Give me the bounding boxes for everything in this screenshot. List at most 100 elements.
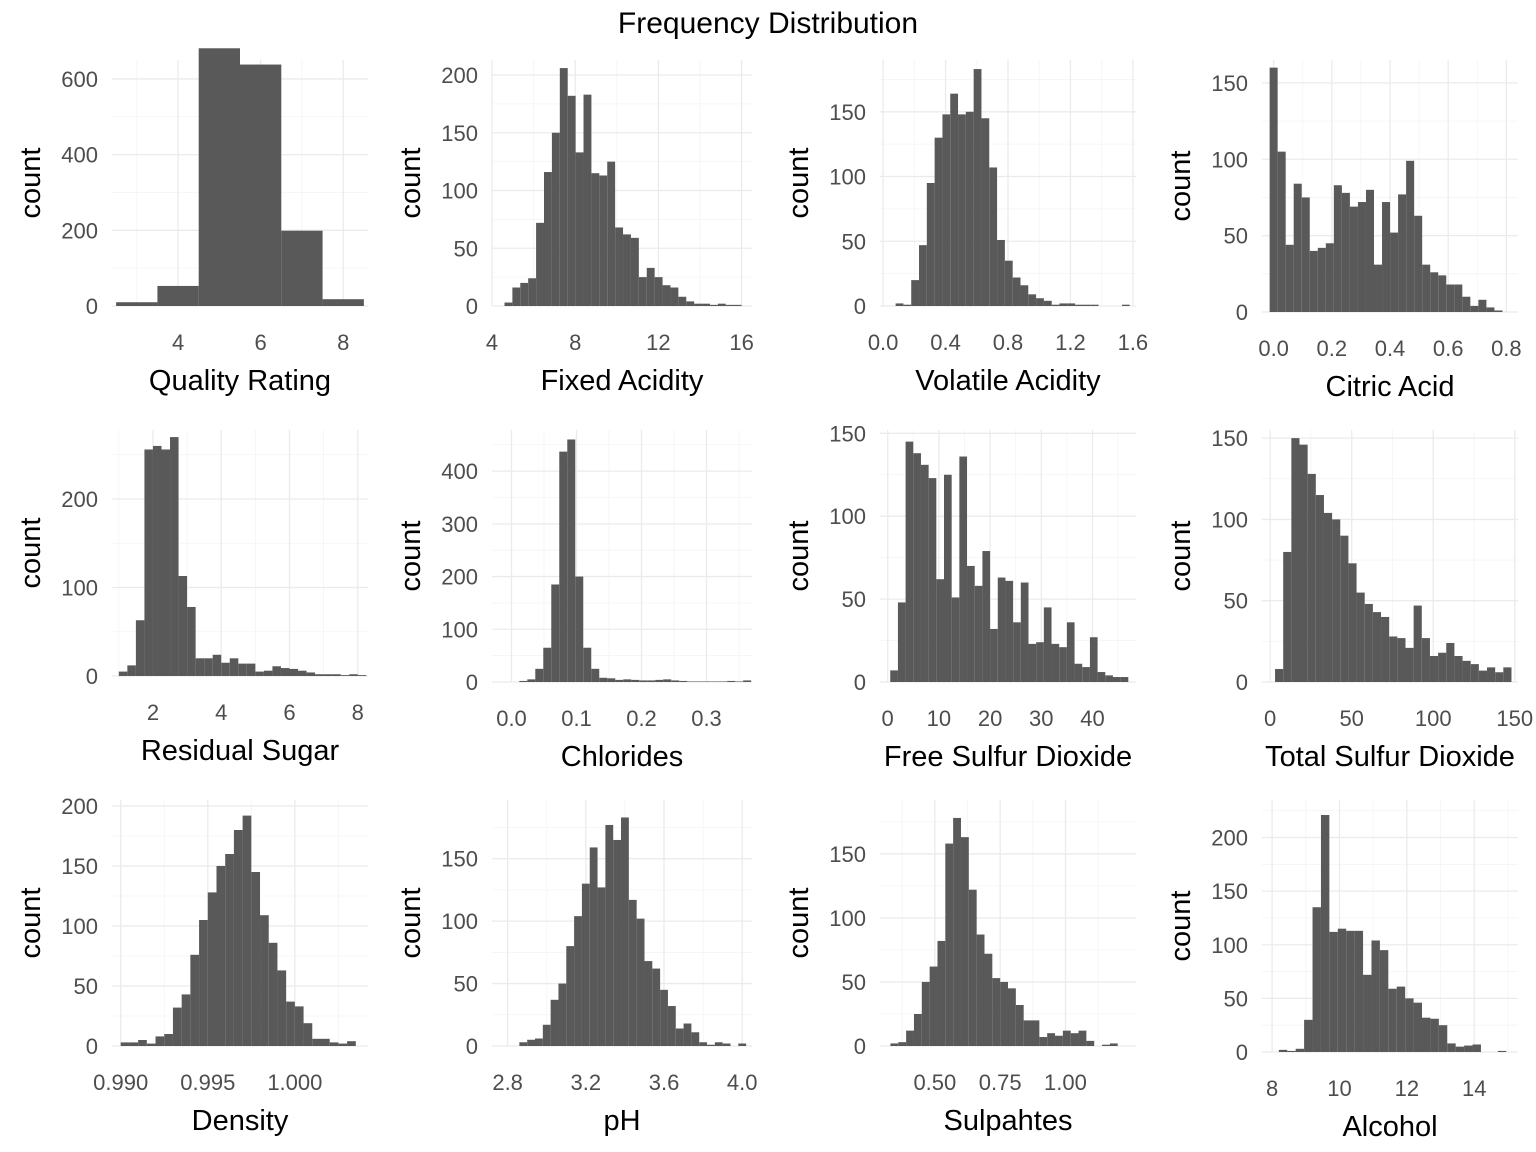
histogram-bar bbox=[1036, 642, 1044, 682]
x-tick-label: 1.00 bbox=[1044, 1070, 1087, 1095]
histogram-bar bbox=[1269, 67, 1278, 312]
histogram-bar bbox=[1430, 272, 1439, 312]
histogram-bar bbox=[687, 681, 696, 682]
histogram-bar bbox=[347, 1041, 356, 1046]
bars bbox=[890, 441, 1129, 682]
histogram-bar bbox=[116, 302, 158, 306]
histogram-bar bbox=[120, 1042, 130, 1046]
histogram-bar bbox=[679, 680, 688, 682]
histogram-bar bbox=[1070, 1033, 1079, 1046]
histogram-bar bbox=[711, 681, 720, 682]
histogram-bar bbox=[1429, 655, 1439, 682]
histogram-bar bbox=[727, 680, 736, 682]
histogram-bar bbox=[639, 680, 648, 682]
histogram-bar bbox=[1329, 931, 1338, 1052]
histogram-bar bbox=[272, 666, 281, 676]
x-tick-label: 12 bbox=[646, 330, 670, 355]
bars bbox=[504, 68, 742, 307]
histogram-bar bbox=[1454, 655, 1463, 682]
histogram-bar bbox=[719, 681, 728, 682]
histogram-bar bbox=[1374, 264, 1383, 312]
histogram-bar bbox=[743, 680, 752, 682]
y-tick-label: 50 bbox=[1224, 986, 1248, 1011]
histogram-bar bbox=[735, 681, 744, 682]
histogram-bar bbox=[1495, 672, 1504, 682]
histogram-bar bbox=[127, 665, 136, 676]
histogram-bar bbox=[1309, 250, 1318, 312]
histogram-bar bbox=[1047, 1033, 1056, 1046]
histogram-bar bbox=[1389, 636, 1398, 682]
histogram-bar bbox=[1000, 981, 1008, 1046]
histogram-bar bbox=[1438, 275, 1447, 312]
histogram-bar bbox=[591, 173, 600, 306]
histogram-bar bbox=[1121, 304, 1130, 306]
histogram-bar bbox=[263, 670, 273, 676]
histogram-bar bbox=[926, 183, 935, 306]
histogram-bar bbox=[550, 999, 559, 1046]
histogram-bar bbox=[567, 95, 576, 306]
x-tick-label: 0.2 bbox=[1317, 336, 1348, 361]
histogram-bar bbox=[1487, 667, 1496, 682]
x-tick-label: 0.2 bbox=[626, 706, 657, 731]
histogram-bar bbox=[255, 671, 264, 676]
histogram-bar bbox=[357, 675, 367, 676]
x-axis-title: Chlorides bbox=[561, 741, 684, 773]
x-axis-title: Total Sulfur Dioxide bbox=[1265, 741, 1515, 773]
histogram-bar bbox=[1357, 202, 1366, 312]
histogram-bar bbox=[1406, 160, 1415, 312]
histogram-bar bbox=[225, 854, 234, 1046]
histogram-bar bbox=[566, 946, 575, 1046]
histogram-bar bbox=[229, 658, 239, 676]
histogram-bar bbox=[1464, 1045, 1473, 1052]
histogram-bar bbox=[890, 670, 898, 682]
histogram-bar bbox=[1422, 264, 1431, 312]
histogram-bar bbox=[135, 620, 145, 676]
histogram-bar bbox=[575, 576, 584, 682]
histogram-bar bbox=[1028, 643, 1037, 682]
histogram-bar bbox=[1405, 647, 1414, 682]
histogram-sulpahtes: 0.50 0.75 1.00 0 50 100 150 Sulpahtes count bbox=[783, 800, 1136, 1137]
y-tick-label: 150 bbox=[441, 847, 478, 872]
y-tick-label: 100 bbox=[61, 576, 98, 601]
histogram-bar bbox=[1075, 304, 1083, 306]
histogram-bar bbox=[280, 668, 290, 676]
histogram-free-sulfur-dioxide: 0 10 20 30 40 0 50 100 150 Free Sulfur Dioxide cou… bbox=[783, 421, 1136, 773]
x-axis-title: Alcohol bbox=[1342, 1111, 1437, 1143]
x-tick-label: 3.6 bbox=[649, 1070, 680, 1095]
histogram-bar bbox=[1430, 1018, 1439, 1052]
histogram-bar bbox=[615, 679, 624, 682]
histogram-bar bbox=[928, 478, 937, 682]
histogram-bar bbox=[286, 1001, 295, 1046]
histogram-bar bbox=[919, 245, 927, 306]
histogram-bar bbox=[1082, 667, 1090, 682]
histogram-bar bbox=[1372, 612, 1382, 682]
bars bbox=[1269, 67, 1503, 312]
histogram-bar bbox=[1067, 303, 1076, 306]
histogram-bar bbox=[1299, 444, 1308, 682]
histogram-bar bbox=[574, 916, 582, 1046]
histogram-bar bbox=[607, 678, 616, 682]
y-axis-title: count bbox=[15, 518, 47, 589]
histogram-bar bbox=[519, 1042, 528, 1046]
histogram-bar bbox=[323, 674, 333, 676]
histogram-bar bbox=[1348, 563, 1357, 682]
histogram-bar bbox=[1120, 677, 1129, 682]
histogram-bar bbox=[1066, 622, 1075, 682]
y-tick-label: 0 bbox=[86, 294, 98, 319]
histogram-bar bbox=[312, 1038, 321, 1046]
histogram-bar bbox=[1390, 232, 1399, 312]
histogram-bar bbox=[959, 456, 968, 682]
bars bbox=[519, 439, 752, 682]
y-axis-title: count bbox=[395, 521, 427, 592]
y-tick-label: 200 bbox=[61, 218, 98, 243]
histogram-bar bbox=[527, 1039, 536, 1046]
y-tick-label: 100 bbox=[441, 617, 478, 642]
histogram-bar bbox=[913, 1013, 922, 1046]
y-tick-label: 50 bbox=[842, 587, 866, 612]
y-tick-label: 200 bbox=[1211, 826, 1248, 851]
y-tick-label: 300 bbox=[441, 512, 478, 537]
x-tick-label: 8 bbox=[1266, 1076, 1278, 1101]
histogram-bar bbox=[976, 934, 985, 1046]
histogram-bar bbox=[1325, 243, 1334, 312]
histogram-bar bbox=[678, 296, 687, 306]
